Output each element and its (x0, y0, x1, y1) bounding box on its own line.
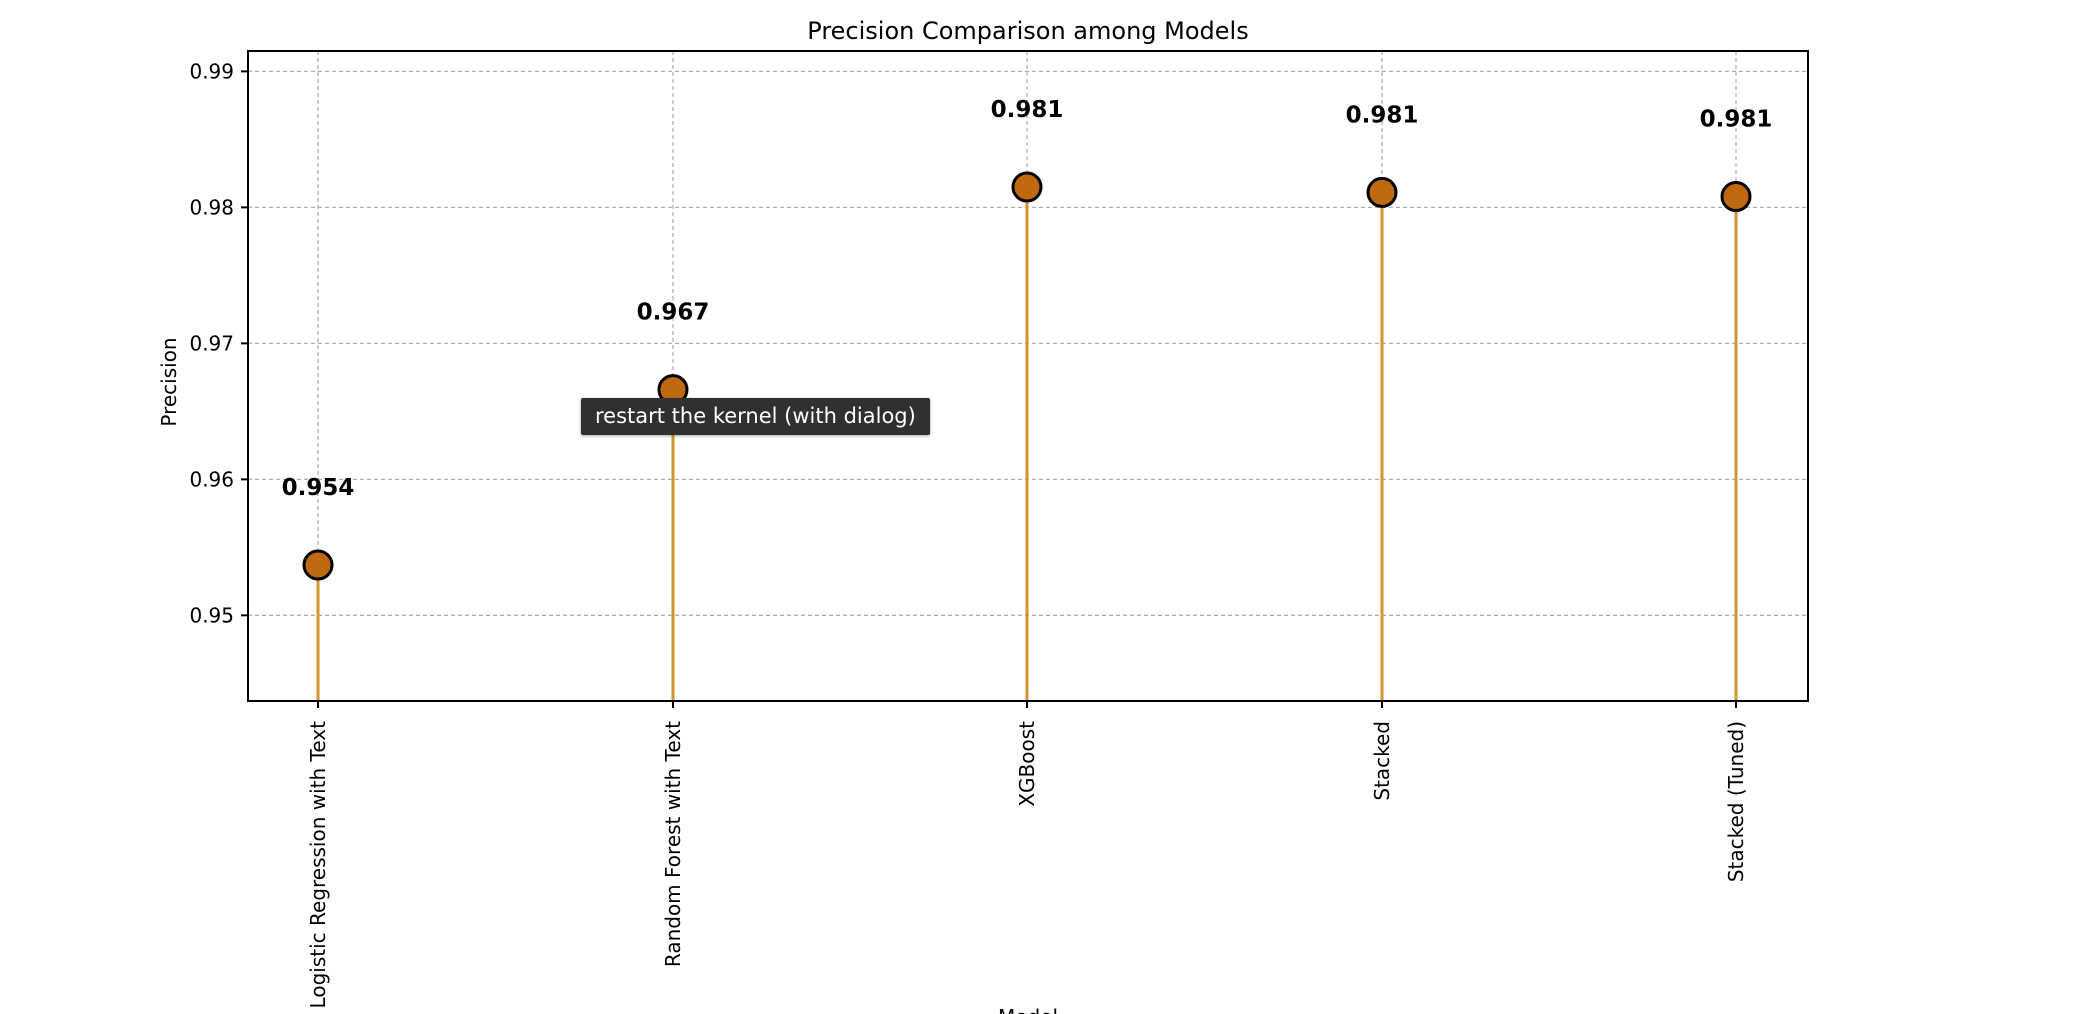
data-label: 0.954 (282, 475, 355, 501)
data-point (1720, 181, 1752, 213)
data-label: 0.967 (637, 300, 710, 326)
x-tick-label: Logistic Regression with Text (306, 721, 330, 1009)
y-tick-label: 0.97 (189, 331, 234, 355)
x-axis-label: Model (998, 1005, 1058, 1014)
y-axis-label: Precision (157, 337, 181, 426)
x-ticks: Logistic Regression with Text Random Fore… (306, 701, 1748, 1008)
stems (316, 186, 1738, 701)
data-point (1366, 176, 1398, 208)
data-point (1011, 171, 1043, 203)
x-tick-label: Stacked (Tuned) (1724, 721, 1748, 882)
kernel-restart-tooltip: restart the kernel (with dialog) (581, 398, 930, 435)
y-tick-label: 0.95 (189, 603, 234, 627)
y-tick-label: 0.99 (189, 59, 234, 83)
x-tick-label: Random Forest with Text (661, 721, 685, 967)
data-label: 0.981 (1700, 107, 1773, 133)
chart-title: Precision Comparison among Models (807, 17, 1248, 45)
y-ticks: 0.95 0.96 0.97 0.98 0.99 (189, 59, 248, 627)
x-tick-label: XGBoost (1015, 721, 1039, 807)
markers (302, 171, 1752, 581)
x-tick-label: Stacked (1370, 721, 1394, 801)
y-tick-label: 0.98 (189, 195, 234, 219)
data-labels: 0.954 0.967 0.981 0.981 0.981 (282, 97, 1773, 501)
data-point (302, 549, 334, 581)
data-label: 0.981 (991, 97, 1064, 123)
y-tick-label: 0.96 (189, 467, 234, 491)
data-label: 0.981 (1346, 102, 1419, 128)
